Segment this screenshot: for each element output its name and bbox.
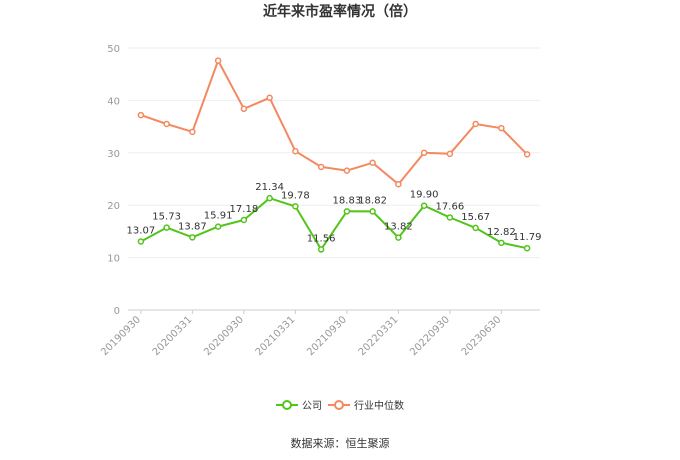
data-point	[343, 208, 351, 215]
data-point	[292, 147, 299, 155]
data-label: 11.79	[513, 232, 542, 243]
data-point	[240, 105, 248, 113]
data-label: 11.56	[307, 233, 336, 244]
x-tick-label: 20220930	[408, 314, 452, 358]
data-label: 13.87	[178, 221, 207, 232]
y-tick-label: 10	[107, 254, 120, 265]
data-point	[189, 234, 196, 241]
data-point	[240, 216, 248, 224]
data-label: 15.67	[461, 212, 490, 223]
data-label: 17.18	[230, 204, 259, 215]
data-point	[266, 194, 273, 202]
legend-label: 行业中位数	[354, 399, 404, 412]
legend-item-公司[interactable]: 公司	[276, 400, 322, 412]
data-point	[292, 203, 299, 210]
data-point	[446, 150, 454, 158]
legend-marker	[282, 400, 292, 410]
data-point	[343, 167, 351, 174]
data-point	[214, 57, 222, 64]
data-label: 21.34	[255, 182, 284, 193]
x-tick-label: 20190930	[99, 314, 143, 358]
data-point	[420, 202, 428, 209]
data-label: 19.78	[281, 190, 310, 201]
data-point	[395, 180, 402, 188]
data-point	[317, 163, 325, 171]
data-point	[163, 224, 170, 231]
data-point	[369, 159, 376, 167]
legend-marker	[334, 400, 344, 410]
data-point	[369, 208, 376, 215]
chart-title: 近年来市盈率情况（倍）	[263, 3, 417, 20]
grid-lines	[128, 47, 540, 311]
x-tick-label: 20200930	[202, 314, 246, 358]
y-tick-label: 50	[107, 44, 120, 55]
x-tick-label: 20220331	[357, 314, 401, 358]
data-point	[472, 120, 479, 128]
x-tick-label: 20200331	[151, 314, 195, 358]
series-行业中位数	[137, 57, 531, 188]
data-point	[137, 238, 145, 245]
data-point	[395, 234, 402, 241]
data-label: 13.07	[127, 226, 156, 237]
series-line	[140, 197, 528, 251]
x-tick-label: 20210930	[305, 314, 349, 358]
x-tick-label: 20210331	[254, 314, 298, 358]
data-label: 19.90	[410, 190, 439, 201]
data-label: 15.91	[204, 211, 233, 222]
data-point	[498, 124, 505, 132]
legend-item-行业中位数[interactable]: 行业中位数	[328, 399, 404, 412]
data-point	[266, 94, 273, 102]
y-axis: 0 10 20 30 40 50	[107, 44, 120, 317]
x-tick-label: 20230630	[460, 314, 504, 358]
data-label: 13.82	[384, 222, 413, 233]
data-source: 数据来源：恒生聚源	[291, 436, 390, 450]
legend[interactable]: 公司 行业中位数	[276, 399, 404, 412]
data-label: 12.82	[487, 227, 516, 238]
data-label: 18.82	[358, 195, 387, 206]
data-label: 15.73	[152, 212, 181, 223]
data-point	[163, 120, 170, 128]
data-point	[420, 149, 428, 157]
data-point	[446, 214, 454, 221]
data-point	[523, 151, 531, 158]
legend-label: 公司	[302, 401, 322, 412]
data-label: 17.66	[436, 201, 465, 212]
y-tick-label: 20	[107, 201, 120, 212]
data-point	[498, 239, 505, 247]
data-point	[214, 223, 222, 230]
data-point	[189, 128, 196, 136]
data-label: 18.83	[333, 195, 362, 206]
y-tick-label: 0	[114, 306, 120, 317]
series-line	[140, 59, 528, 186]
data-point	[317, 246, 325, 253]
x-axis: 20190930 20200331 20200930 20210331 20210930…	[99, 310, 503, 358]
y-tick-label: 30	[107, 149, 120, 160]
data-point	[137, 111, 145, 119]
data-point	[523, 244, 531, 252]
data-point	[472, 224, 479, 232]
y-tick-label: 40	[107, 96, 120, 107]
